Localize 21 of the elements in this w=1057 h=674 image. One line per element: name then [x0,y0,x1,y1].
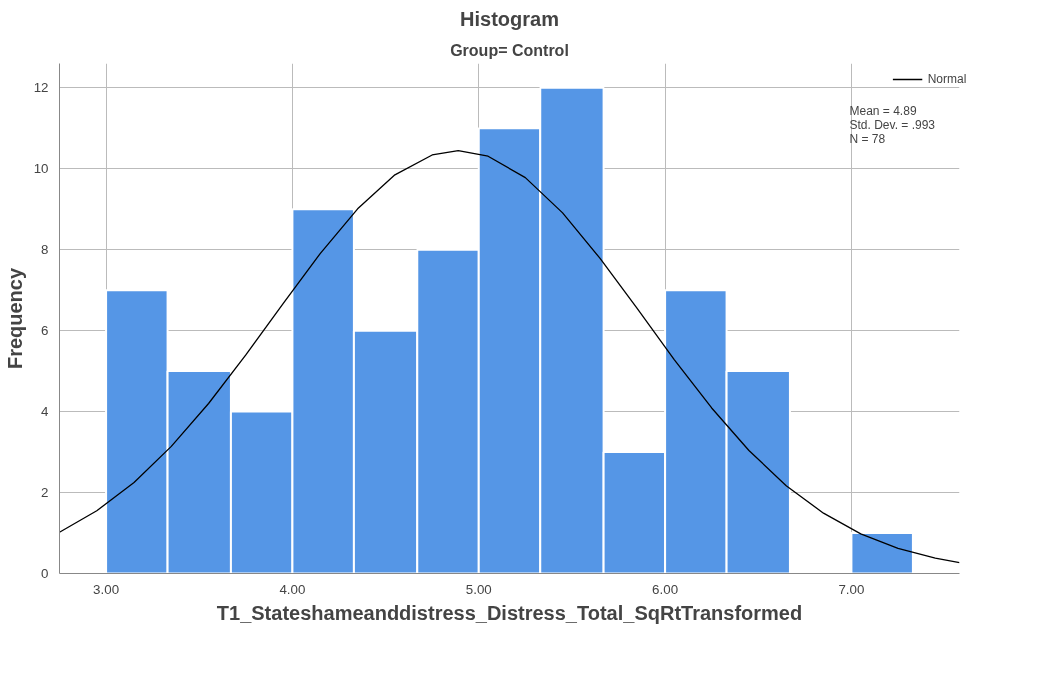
y-tick-label: 4 [41,404,50,420]
y-tick-label: 0 [41,566,49,581]
x-tick-label: 7.00 [838,581,865,597]
annotation: Std. Dev. = .993 [849,117,936,132]
x-tick-label: 5.00 [465,581,492,597]
x-tick-label: 4.00 [279,581,306,597]
y-tick-label: 6 [41,323,49,339]
x-tick-label: 6.00 [652,581,679,597]
y-axis-title: Frequency [3,267,26,370]
annotation: Mean = 4.89 [849,103,917,118]
y-tick-label: 10 [33,161,49,177]
y-tick-label: 2 [41,485,49,501]
y-tick-label: 12 [33,80,49,96]
x-tick-label: 3.00 [93,581,120,597]
chart-title: Histogram [460,7,559,30]
chart-subtitle: Group= Control [450,41,569,59]
y-tick-label: 8 [41,242,49,258]
legend-label: Normal [927,72,967,86]
annotation: N = 78 [849,131,886,146]
line-series [59,149,960,564]
x-axis-title: T1_Stateshameanddistress_Distress_Total_SqRtTransformed [216,601,803,624]
